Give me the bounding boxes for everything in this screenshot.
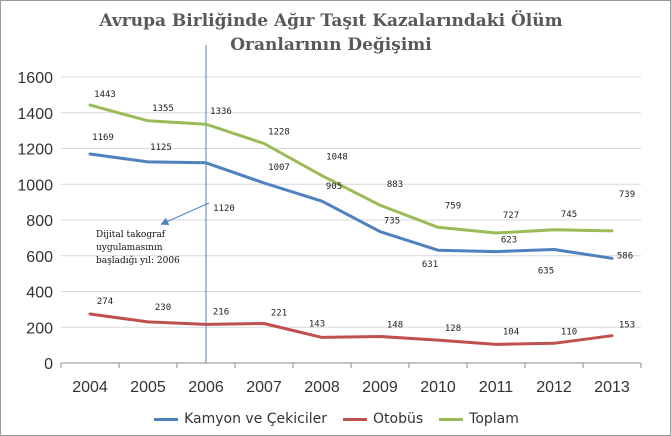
data-label: 745 xyxy=(561,210,577,220)
y-tick-label: 1200 xyxy=(17,142,53,159)
data-label: 1169 xyxy=(92,133,114,143)
data-label: 148 xyxy=(387,321,403,331)
legend-label: Otobüs xyxy=(373,411,424,427)
data-label: 631 xyxy=(422,260,438,270)
x-tick-label: 2013 xyxy=(594,379,630,396)
data-label: 1120 xyxy=(213,204,235,214)
legend-swatch xyxy=(439,417,464,421)
legend-item: Kamyon ve Çekiciler xyxy=(154,411,327,427)
data-label: 739 xyxy=(619,190,635,200)
legend-item: Toplam xyxy=(439,411,519,427)
series-line-0 xyxy=(88,152,614,260)
data-label: 1228 xyxy=(268,127,290,137)
data-label: 216 xyxy=(213,307,229,317)
data-label: 727 xyxy=(503,211,519,221)
legend-label: Toplam xyxy=(469,411,519,427)
x-tick-label: 2012 xyxy=(536,379,572,396)
annotation-text: başladığı yıl: 2006 xyxy=(96,255,180,266)
data-label: 735 xyxy=(384,217,400,227)
y-tick-label: 1600 xyxy=(17,70,53,87)
data-label: 623 xyxy=(501,236,517,246)
data-label: 230 xyxy=(155,303,171,313)
data-label: 128 xyxy=(445,324,461,334)
legend-swatch xyxy=(343,417,368,421)
x-tick-label: 2011 xyxy=(479,379,514,396)
x-tick-label: 2004 xyxy=(72,379,108,396)
data-label: 143 xyxy=(309,319,325,329)
legend-swatch xyxy=(154,417,179,421)
data-label: 1048 xyxy=(326,153,348,163)
data-label: 274 xyxy=(97,297,113,307)
data-label: 110 xyxy=(561,327,577,337)
data-label: 1355 xyxy=(152,104,174,114)
data-label: 1336 xyxy=(210,107,232,117)
annotation-text: Dijital takograf xyxy=(96,230,166,240)
legend-label: Kamyon ve Çekiciler xyxy=(184,411,328,427)
x-tick-label: 2007 xyxy=(246,379,282,396)
y-tick-label: 1000 xyxy=(17,177,53,194)
data-label: 905 xyxy=(326,182,342,192)
data-label: 104 xyxy=(503,327,519,337)
data-label: 153 xyxy=(619,321,635,331)
data-label: 635 xyxy=(538,266,554,276)
data-label: 1125 xyxy=(150,143,172,153)
y-tick-label: 1400 xyxy=(17,106,53,123)
y-tick-label: 600 xyxy=(26,249,53,266)
data-label: 221 xyxy=(271,308,287,318)
annotation-arrow xyxy=(160,202,210,226)
data-label: 586 xyxy=(617,251,633,261)
x-tick-label: 2009 xyxy=(362,379,398,396)
y-tick-label: 800 xyxy=(26,213,53,230)
y-tick-label: 400 xyxy=(26,285,53,302)
legend: Kamyon ve Çekiciler Otobüs Toplam xyxy=(1,407,671,431)
y-tick-label: 0 xyxy=(44,356,53,373)
x-tick-label: 2005 xyxy=(130,379,166,396)
data-label: 883 xyxy=(387,180,403,190)
x-tick-label: 2010 xyxy=(420,379,456,396)
x-tick-label: 2008 xyxy=(304,379,340,396)
data-label: 1443 xyxy=(94,90,116,100)
data-label: 759 xyxy=(445,201,461,211)
annotation-text: uygulamasının xyxy=(96,243,163,253)
legend-item: Otobüs xyxy=(343,411,423,427)
series-line-1 xyxy=(88,312,614,346)
series-line-2 xyxy=(88,103,614,235)
chart-title: Avrupa Birliğinde Ağır Taşıt Kazalarında… xyxy=(99,11,563,55)
data-label: 1007 xyxy=(268,163,290,173)
x-tick-label: 2006 xyxy=(188,379,224,396)
y-tick-label: 200 xyxy=(26,320,53,337)
